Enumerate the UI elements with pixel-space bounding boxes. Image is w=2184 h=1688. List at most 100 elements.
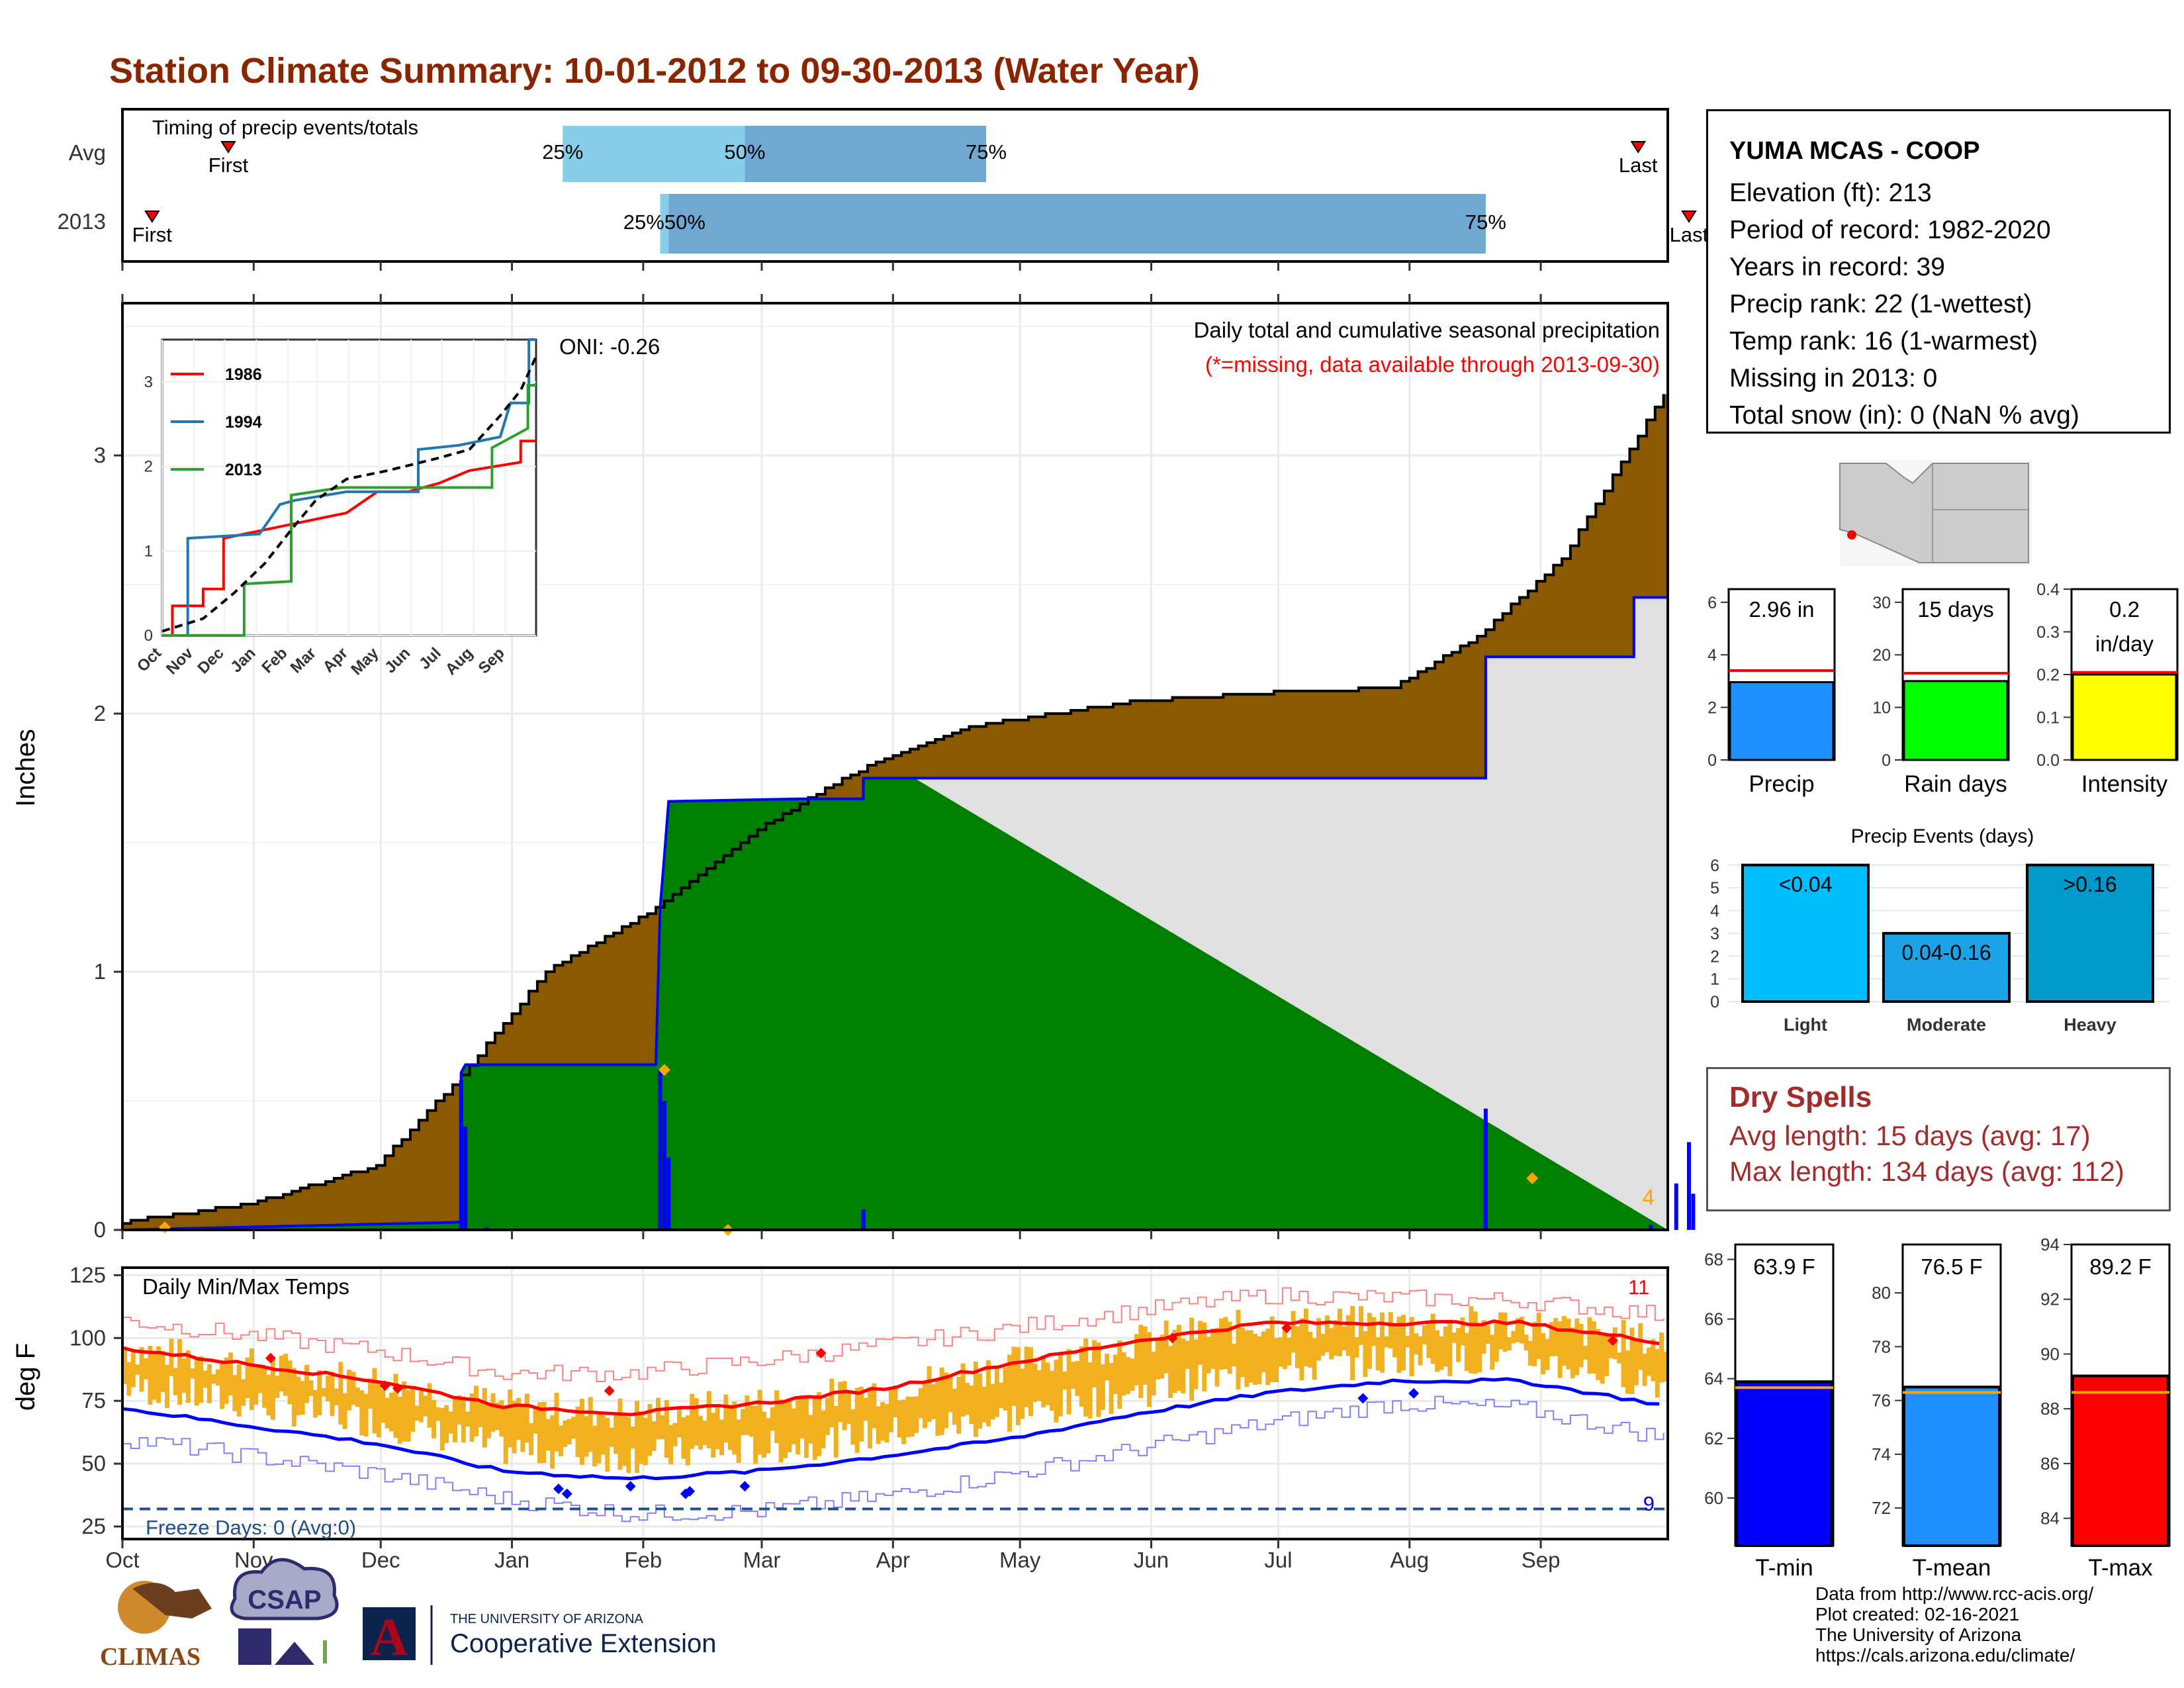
tmin-stat-label: T-min — [1755, 1555, 1813, 1581]
daily-temp-range-bar — [1422, 1325, 1427, 1345]
record-low-marker — [684, 1485, 696, 1497]
daily-temp-range-bar — [486, 1402, 492, 1438]
daily-temp-range-bar — [287, 1360, 293, 1405]
daily-temp-range-bar — [1248, 1330, 1253, 1383]
state-map — [1839, 460, 2032, 566]
timing-last-2013-marker — [1681, 211, 1697, 223]
intensity-stat-bar — [2071, 673, 2177, 761]
daily-temp-range-bar — [1003, 1367, 1008, 1411]
daily-temp-range-bar — [185, 1350, 191, 1403]
daily-temp-range-bar — [1443, 1326, 1448, 1367]
timing-first-avg-label: First — [208, 154, 249, 177]
inset-y-tick-label: 0 — [144, 627, 153, 645]
daily-temp-range-bar — [1223, 1317, 1228, 1370]
daily-temp-range-bar — [156, 1346, 161, 1403]
daily-temp-range-bar — [1287, 1337, 1292, 1366]
daily-temp-range-bar — [1350, 1306, 1355, 1381]
daily-temp-range-bar — [461, 1396, 466, 1443]
daily-temp-range-bar — [1367, 1313, 1372, 1369]
daily-temp-range-bar — [579, 1399, 584, 1466]
daily-temp-range-bar — [639, 1411, 644, 1464]
record-high-line — [122, 1287, 1664, 1382]
daily-temp-range-bar — [677, 1406, 682, 1438]
inset-y-tick-label: 2 — [144, 458, 153, 476]
dry-spells-title: Dry Spells — [1729, 1081, 1872, 1113]
daily-temp-range-bar — [863, 1397, 868, 1421]
timing-label-avg-75: 75% — [966, 140, 1007, 164]
daily-temp-range-bar — [1591, 1321, 1596, 1374]
record-high-marker — [1281, 1323, 1293, 1334]
record-high-marker — [265, 1352, 276, 1364]
intensity-stat-label: Intensity — [2081, 771, 2168, 797]
daily-temp-range-bar — [1197, 1321, 1203, 1365]
daily-temp-range-bar — [177, 1338, 183, 1405]
daily-temp-range-bar — [194, 1359, 199, 1406]
daily-temp-range-bar — [1587, 1317, 1592, 1374]
tmin-value-label: 63.9 F — [1753, 1254, 1815, 1279]
daily-temp-range-bar — [1109, 1362, 1114, 1414]
daily-temp-range-bar — [1596, 1329, 1601, 1380]
daily-temp-range-bar — [330, 1372, 335, 1417]
daily-temp-range-bar — [927, 1366, 932, 1423]
daily-temp-range-bar — [609, 1427, 614, 1447]
daily-temp-range-bar — [537, 1402, 542, 1464]
temp-y-tick-label: 50 — [81, 1451, 106, 1476]
daily-temp-range-bar — [1354, 1336, 1359, 1358]
daily-temp-range-bar — [516, 1397, 521, 1440]
daily-temp-range-bar — [139, 1347, 144, 1392]
daily-temp-range-bar — [418, 1391, 424, 1423]
daily-temp-range-bar — [1041, 1355, 1046, 1408]
daily-temp-range-bar — [1651, 1339, 1656, 1382]
daily-temp-range-bar — [1642, 1354, 1647, 1386]
daily-temp-range-bar — [1506, 1336, 1512, 1351]
daily-temp-range-bar — [685, 1415, 690, 1466]
daily-temp-range-bar — [241, 1379, 246, 1406]
daily-temp-range-bar — [909, 1397, 915, 1437]
precip-events-chart: Precip Events (days) 0 1 2 3 4 5 6 <0.04 Light 0.… — [1710, 825, 2169, 1035]
record-low-marker — [739, 1481, 751, 1492]
daily-temp-range-bar — [1172, 1329, 1177, 1393]
daily-temp-range-bar — [1451, 1333, 1457, 1343]
tmin-stat-tick-label: 66 — [1704, 1309, 1723, 1329]
rain_days-value-label: 15 days — [1917, 597, 1994, 622]
csap-logo: CSAP — [230, 1558, 339, 1665]
daily-temp-range-bar — [478, 1402, 483, 1427]
daily-temp-range-bar — [918, 1388, 923, 1419]
events-tick-label: 3 — [1710, 925, 1719, 943]
precip-y-tick-label: 0 — [94, 1217, 106, 1242]
daily-temp-range-bar — [711, 1413, 716, 1458]
tmax-stat-bar — [2071, 1374, 2169, 1547]
daily-temp-range-bar — [973, 1361, 978, 1437]
daily-precip-bar — [1649, 1225, 1653, 1230]
daily-temp-range-bar — [1278, 1337, 1283, 1367]
daily-temp-range-bar — [372, 1368, 377, 1434]
daily-precip-bar — [1674, 1183, 1678, 1230]
daily-temp-range-bar — [363, 1393, 369, 1437]
record-low-marker — [561, 1488, 572, 1499]
daily-temp-range-bar — [846, 1390, 851, 1425]
daily-temp-range-bar — [745, 1395, 750, 1435]
footer-plot-created: Plot created: 02-16-2021 — [1815, 1604, 2020, 1624]
daily-temp-range-bar — [1570, 1327, 1575, 1379]
month-tick-label: Sep — [1522, 1548, 1561, 1572]
daily-temp-range-bar — [253, 1367, 259, 1405]
daily-temp-range-bar — [821, 1410, 826, 1449]
daily-temp-range-bar — [850, 1409, 856, 1445]
daily-temp-range-bar — [1117, 1340, 1122, 1409]
daily-temp-range-bar — [1066, 1348, 1071, 1415]
intensity-stat-tick-label: 0.3 — [2036, 624, 2060, 642]
timing-bar-2013-50-75 — [668, 194, 1486, 254]
month-tick-label: Apr — [876, 1548, 910, 1572]
daily-temp-range-bar — [1236, 1309, 1241, 1389]
daily-temp-range-bar — [1206, 1336, 1211, 1374]
daily-temp-range-bar — [880, 1402, 886, 1441]
climas-logo-text: CLIMAS — [100, 1643, 201, 1671]
daily-temp-range-bar — [1562, 1316, 1567, 1366]
record-high-marker — [815, 1348, 827, 1359]
daily-temp-range-bar — [1036, 1370, 1042, 1401]
daily-precip-bar — [463, 1127, 468, 1230]
daily-temp-range-bar — [338, 1362, 343, 1425]
daily-temp-range-bar — [300, 1381, 305, 1415]
daily-temp-range-bar — [439, 1407, 445, 1451]
daily-temp-range-bar — [732, 1401, 737, 1455]
